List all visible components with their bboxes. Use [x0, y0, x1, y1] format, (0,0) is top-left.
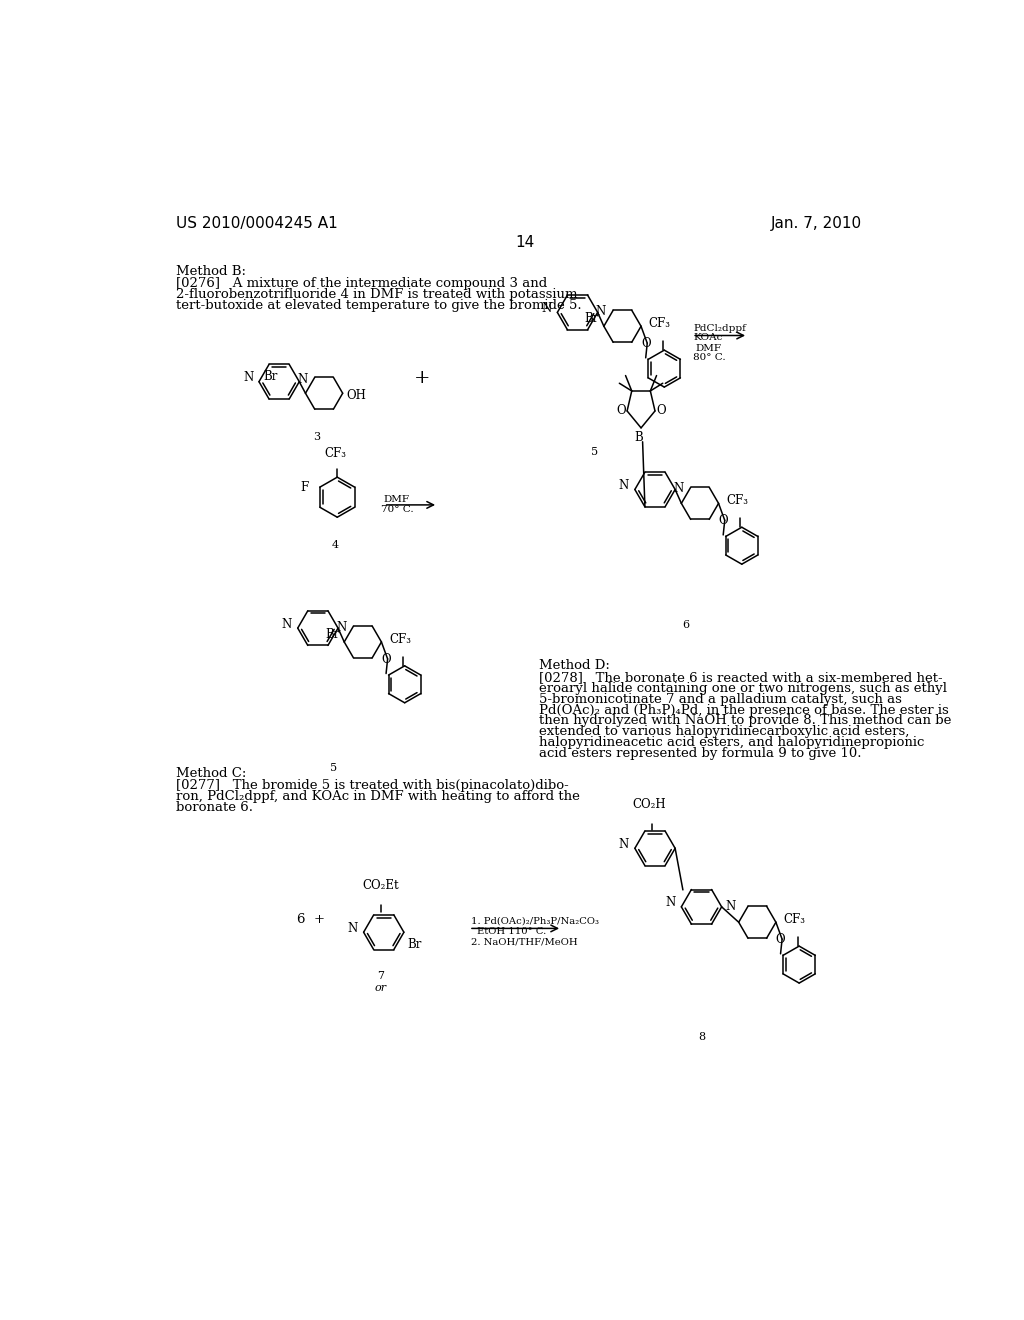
- Text: Br: Br: [585, 313, 599, 326]
- Text: CF₃: CF₃: [726, 494, 749, 507]
- Text: O: O: [381, 653, 391, 665]
- Text: Br: Br: [407, 939, 421, 952]
- Text: DMF: DMF: [695, 345, 721, 352]
- Text: 70° C.: 70° C.: [381, 506, 414, 513]
- Text: Method D:: Method D:: [539, 659, 609, 672]
- Text: eroaryl halide containing one or two nitrogens, such as ethyl: eroaryl halide containing one or two nit…: [539, 682, 947, 696]
- Text: 80° C.: 80° C.: [693, 354, 726, 362]
- Text: F: F: [301, 480, 309, 494]
- Text: OH: OH: [346, 389, 367, 403]
- Text: O: O: [656, 404, 666, 417]
- Text: N: N: [336, 620, 346, 634]
- Text: 3: 3: [312, 432, 319, 442]
- Text: N: N: [618, 479, 629, 492]
- Text: 2. NaOH/THF/MeOH: 2. NaOH/THF/MeOH: [471, 937, 578, 946]
- Text: ron, PdCl₂dppf, and KOAc in DMF with heating to afford the: ron, PdCl₂dppf, and KOAc in DMF with hea…: [176, 789, 580, 803]
- Text: CF₃: CF₃: [783, 913, 806, 927]
- Text: 14: 14: [515, 235, 535, 251]
- Text: [0278]   The boronate 6 is reacted with a six-membered het-: [0278] The boronate 6 is reacted with a …: [539, 671, 942, 684]
- Text: 5: 5: [330, 763, 337, 772]
- Text: PdCl₂dppf: PdCl₂dppf: [693, 323, 746, 333]
- Text: N: N: [618, 838, 629, 851]
- Text: [0276]   A mixture of the intermediate compound 3 and: [0276] A mixture of the intermediate com…: [176, 277, 547, 290]
- Text: 1. Pd(OAc)₂/Ph₃P/Na₂CO₃: 1. Pd(OAc)₂/Ph₃P/Na₂CO₃: [471, 917, 599, 925]
- Text: KOAc: KOAc: [693, 333, 723, 342]
- Text: N: N: [282, 618, 292, 631]
- Text: 7: 7: [377, 970, 384, 981]
- Text: O: O: [641, 337, 650, 350]
- Text: CF₃: CF₃: [648, 317, 671, 330]
- Text: halopyridineacetic acid esters, and halopyridinepropionic: halopyridineacetic acid esters, and halo…: [539, 737, 924, 748]
- Text: CO₂Et: CO₂Et: [362, 879, 399, 892]
- Text: then hydrolyzed with NaOH to provide 8. This method can be: then hydrolyzed with NaOH to provide 8. …: [539, 714, 951, 727]
- Text: Method C:: Method C:: [176, 767, 247, 780]
- Text: N: N: [666, 896, 676, 909]
- Text: Pd(OAc)₂ and (Ph₃P)₄Pd, in the presence of base. The ester is: Pd(OAc)₂ and (Ph₃P)₄Pd, in the presence …: [539, 704, 948, 717]
- Text: O: O: [719, 515, 728, 527]
- Text: EtOH 110° C.: EtOH 110° C.: [477, 927, 546, 936]
- Text: B: B: [634, 430, 643, 444]
- Text: Method B:: Method B:: [176, 264, 246, 277]
- Text: N: N: [347, 921, 357, 935]
- Text: Br: Br: [325, 628, 339, 642]
- Text: Br: Br: [263, 370, 278, 383]
- Text: 8: 8: [698, 1032, 706, 1043]
- Text: CO₂H: CO₂H: [632, 799, 666, 812]
- Text: 6  +: 6 +: [297, 913, 325, 927]
- Text: 6: 6: [682, 620, 689, 631]
- Text: N: N: [297, 374, 307, 387]
- Text: DMF: DMF: [384, 495, 410, 504]
- Text: CF₃: CF₃: [389, 632, 411, 645]
- Text: [0277]   The bromide 5 is treated with bis(pinacolato)dibo-: [0277] The bromide 5 is treated with bis…: [176, 779, 568, 792]
- Text: tert-butoxide at elevated temperature to give the bromide 5.: tert-butoxide at elevated temperature to…: [176, 298, 582, 312]
- Text: O: O: [776, 933, 785, 946]
- Text: 5: 5: [591, 447, 598, 457]
- Text: 5-bromonicotinate 7 and a palladium catalyst, such as: 5-bromonicotinate 7 and a palladium cata…: [539, 693, 901, 706]
- Text: extended to various halopyridinecarboxylic acid esters,: extended to various halopyridinecarboxyl…: [539, 725, 909, 738]
- Text: US 2010/0004245 A1: US 2010/0004245 A1: [176, 216, 338, 231]
- Text: N: N: [725, 900, 735, 913]
- Text: N: N: [673, 482, 683, 495]
- Text: boronate 6.: boronate 6.: [176, 800, 253, 813]
- Text: 4: 4: [332, 540, 339, 549]
- Text: N: N: [542, 302, 552, 315]
- Text: O: O: [616, 404, 626, 417]
- Text: CF₃: CF₃: [325, 447, 347, 461]
- Text: +: +: [415, 368, 431, 387]
- Text: N: N: [596, 305, 606, 318]
- Text: acid esters represented by formula 9 to give 10.: acid esters represented by formula 9 to …: [539, 747, 861, 760]
- Text: or: or: [375, 983, 387, 993]
- Text: 2-fluorobenzotrifluoride 4 in DMF is treated with potassium: 2-fluorobenzotrifluoride 4 in DMF is tre…: [176, 288, 578, 301]
- Text: N: N: [243, 371, 253, 384]
- Text: Jan. 7, 2010: Jan. 7, 2010: [771, 216, 862, 231]
